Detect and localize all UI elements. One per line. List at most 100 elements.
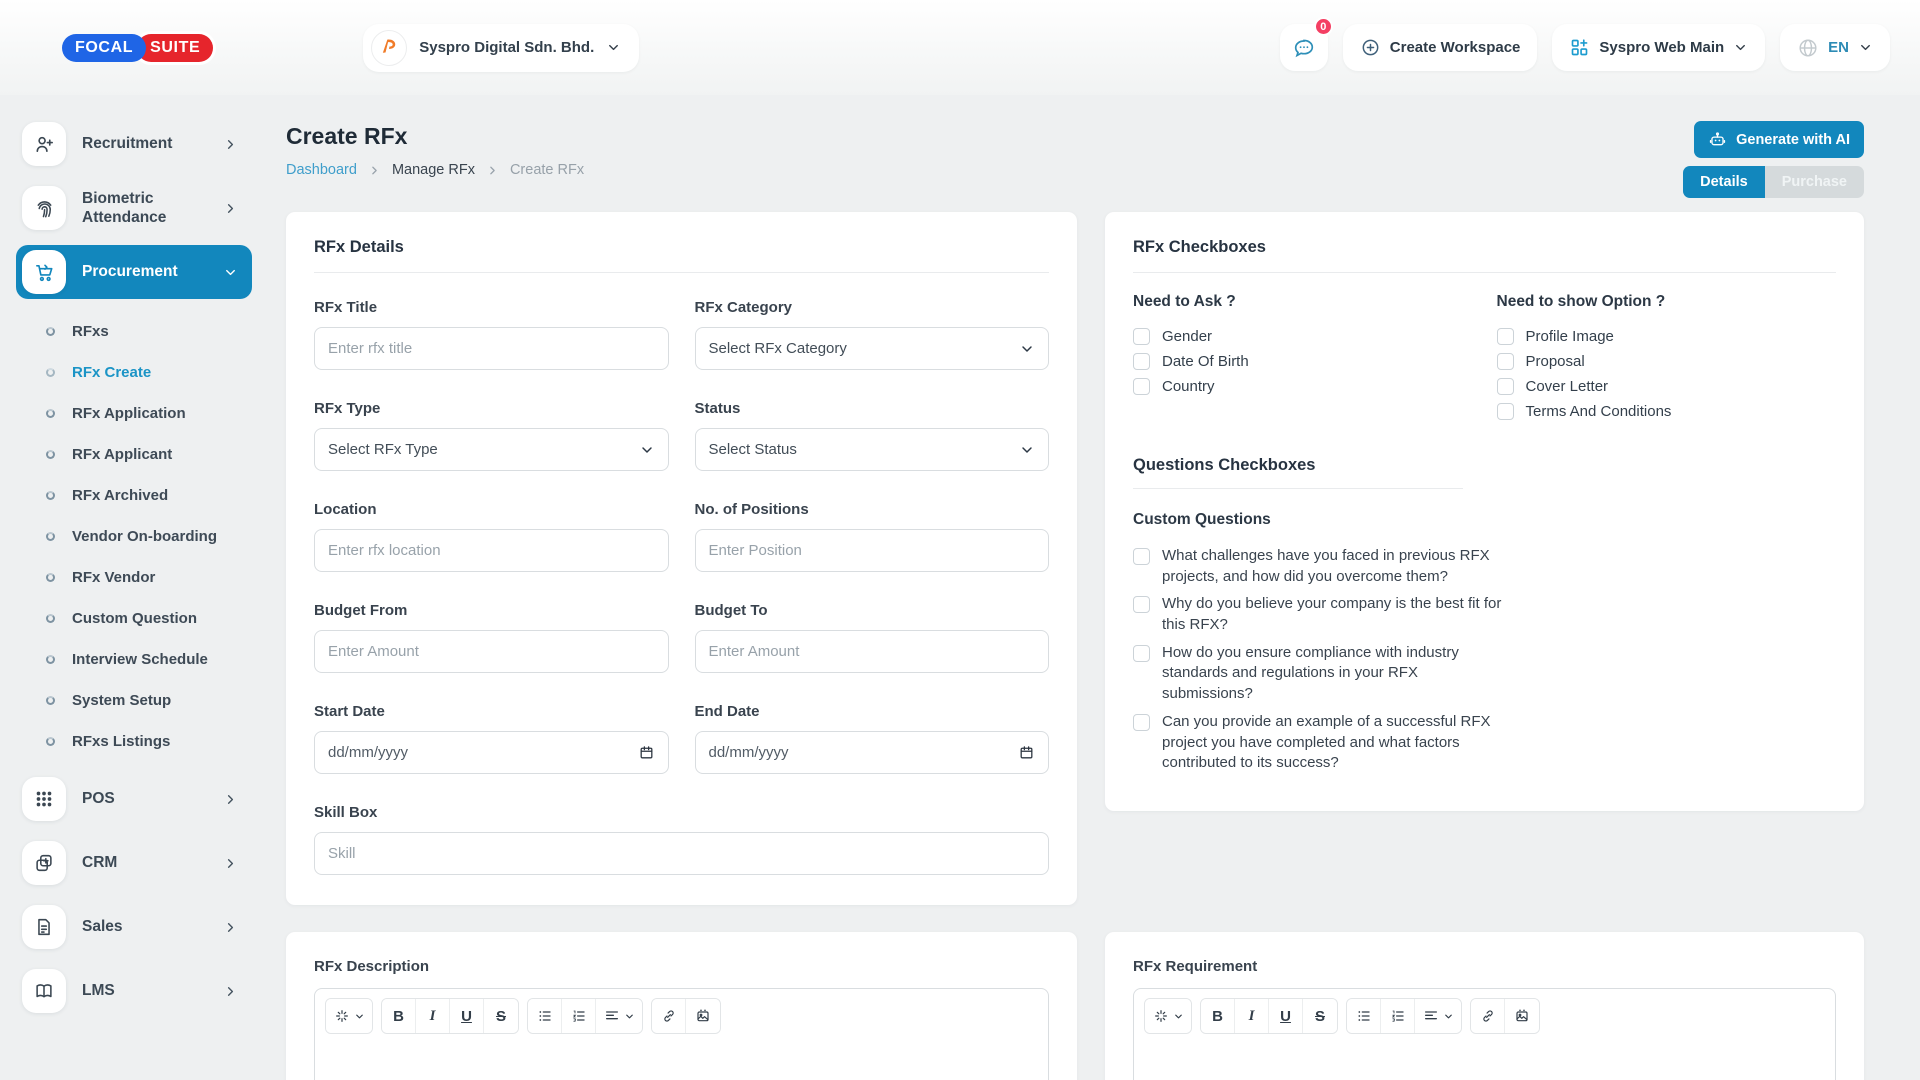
underline-button[interactable]: U — [1269, 999, 1303, 1033]
create-workspace-button[interactable]: Create Workspace — [1342, 24, 1538, 71]
link-button[interactable] — [1471, 999, 1505, 1033]
sidebar-item-rfx-archived[interactable]: RFx Archived — [16, 475, 252, 516]
checkbox[interactable] — [1133, 713, 1150, 731]
checkbox[interactable] — [1133, 644, 1150, 662]
magic-wand-dropdown-button[interactable] — [326, 999, 372, 1033]
checkbox[interactable] — [1496, 403, 1514, 420]
link-button[interactable] — [652, 999, 686, 1033]
positions-input[interactable] — [694, 529, 1049, 572]
sidebar-item-crm[interactable]: CRM — [16, 836, 252, 890]
ordered-list-button[interactable] — [562, 999, 596, 1033]
rfx-description-card: RFx Description B I U — [286, 932, 1077, 1080]
checkbox-profile-image[interactable]: Profile Image — [1496, 328, 1837, 345]
bullet-list-button[interactable] — [528, 999, 562, 1033]
checkbox-country[interactable]: Country — [1133, 378, 1473, 395]
image-button[interactable] — [1505, 999, 1539, 1033]
rfx-type-select[interactable]: Select RFx Type — [314, 428, 669, 471]
company-selector[interactable]: Syspro Digital Sdn. Bhd. — [363, 23, 640, 72]
sidebar-item-procurement[interactable]: Procurement — [16, 245, 252, 299]
sidebar-item-custom-question[interactable]: Custom Question — [16, 598, 252, 639]
checkbox[interactable] — [1496, 378, 1514, 395]
status-select[interactable]: Select Status — [694, 428, 1049, 471]
tab-purchase[interactable]: Purchase — [1764, 166, 1864, 198]
divider — [314, 272, 1049, 273]
sidebar-item-interview-schedule[interactable]: Interview Schedule — [16, 639, 252, 680]
sidebar-item-rfx-vendor[interactable]: RFx Vendor — [16, 557, 252, 598]
sidebar-item-pos[interactable]: POS — [16, 772, 252, 826]
breadcrumb-manage-rfx[interactable]: Manage RFx — [391, 162, 475, 178]
checkbox[interactable] — [1133, 596, 1150, 614]
italic-button[interactable]: I — [1235, 999, 1269, 1033]
sidebar-item-label: Sales — [82, 918, 123, 936]
bold-button[interactable]: B — [1201, 999, 1235, 1033]
budget-from-input[interactable] — [314, 630, 669, 673]
rfx-title-input[interactable] — [314, 327, 669, 370]
chevron-right-icon — [223, 984, 238, 999]
strikethrough-button[interactable]: S — [484, 999, 518, 1033]
rfx-category-select[interactable]: Select RFx Category — [694, 327, 1049, 370]
checkbox[interactable] — [1496, 353, 1514, 370]
italic-button[interactable]: I — [416, 999, 450, 1033]
align-dropdown-button[interactable] — [1415, 999, 1461, 1033]
sidebar-item-sales[interactable]: Sales — [16, 900, 252, 954]
checkbox-question-2[interactable]: Why do you believe your company is the b… — [1133, 594, 1511, 635]
checkbox-question-1[interactable]: What challenges have you faced in previo… — [1133, 546, 1511, 587]
checkbox[interactable] — [1496, 328, 1514, 345]
checkbox-gender[interactable]: Gender — [1133, 328, 1473, 345]
checkbox-date-of-birth[interactable]: Date Of Birth — [1133, 353, 1473, 370]
field-start-date: Start Date dd/mm/yyyy — [314, 703, 669, 774]
sidebar-item-rfx-application[interactable]: RFx Application — [16, 393, 252, 434]
topbar-actions: 0 Create Workspace Syspro Web Main EN — [1265, 17, 1890, 71]
rfx-requirement-editor[interactable]: B I U S — [1133, 988, 1836, 1080]
checkbox[interactable] — [1133, 378, 1150, 395]
field-label: End Date — [694, 703, 760, 720]
sidebar-item-rfxs[interactable]: RFxs — [16, 311, 252, 352]
cart-icon — [22, 250, 66, 294]
checkbox-cover-letter[interactable]: Cover Letter — [1496, 378, 1837, 395]
need-to-ask-group: Need to Ask ? Gender Date Of Birth Count… — [1133, 293, 1473, 428]
checkbox[interactable] — [1133, 353, 1150, 370]
checkbox-question-3[interactable]: How do you ensure compliance with indust… — [1133, 643, 1511, 705]
strikethrough-button[interactable]: S — [1303, 999, 1337, 1033]
generate-with-ai-button[interactable]: Generate with AI — [1694, 121, 1864, 158]
checkbox[interactable] — [1133, 548, 1150, 565]
budget-to-input[interactable] — [694, 630, 1049, 673]
field-label: Budget To — [694, 602, 768, 619]
app-logo[interactable]: FOCAL SUITE — [62, 33, 214, 62]
end-date-input[interactable]: dd/mm/yyyy — [694, 731, 1049, 774]
sidebar-item-system-setup[interactable]: System Setup — [16, 680, 252, 721]
checkbox-proposal[interactable]: Proposal — [1496, 353, 1837, 370]
bullet-list-button[interactable] — [1347, 999, 1381, 1033]
sidebar-item-biometric-attendance[interactable]: Biometric Attendance — [16, 181, 252, 235]
field-label: No. of Positions — [694, 501, 809, 518]
underline-button[interactable]: U — [450, 999, 484, 1033]
breadcrumb-dashboard[interactable]: Dashboard — [286, 162, 357, 178]
bold-button[interactable]: B — [382, 999, 416, 1033]
tab-details[interactable]: Details — [1683, 166, 1765, 198]
location-input[interactable] — [314, 529, 669, 572]
start-date-input[interactable]: dd/mm/yyyy — [314, 731, 669, 774]
sidebar-item-recruitment[interactable]: Recruitment — [16, 117, 252, 171]
align-dropdown-button[interactable] — [596, 999, 642, 1033]
questions-checkboxes-title: Questions Checkboxes — [1133, 456, 1316, 474]
calendar-icon[interactable] — [1018, 744, 1035, 761]
divider — [1133, 272, 1836, 273]
sidebar-item-rfxs-listings[interactable]: RFxs Listings — [16, 721, 252, 762]
image-button[interactable] — [686, 999, 720, 1033]
sidebar-item-rfx-create[interactable]: RFx Create — [16, 352, 252, 393]
workspace-selector[interactable]: Syspro Web Main — [1552, 24, 1766, 71]
sidebar-item-lms[interactable]: LMS — [16, 964, 252, 1018]
skill-input[interactable] — [314, 832, 1049, 875]
ordered-list-button[interactable] — [1381, 999, 1415, 1033]
sidebar-item-rfx-applicant[interactable]: RFx Applicant — [16, 434, 252, 475]
chat-button[interactable]: 0 — [1279, 17, 1333, 71]
rfx-description-editor[interactable]: B I U S — [314, 988, 1049, 1080]
chevron-down-icon — [639, 442, 655, 458]
checkbox-question-4[interactable]: Can you provide an example of a successf… — [1133, 712, 1511, 774]
calendar-icon[interactable] — [638, 744, 655, 761]
checkbox-terms-and-conditions[interactable]: Terms And Conditions — [1496, 403, 1837, 420]
checkbox[interactable] — [1133, 328, 1150, 345]
language-selector[interactable]: EN — [1780, 24, 1890, 71]
magic-wand-dropdown-button[interactable] — [1145, 999, 1191, 1033]
sidebar-item-vendor-onboarding[interactable]: Vendor On-boarding — [16, 516, 252, 557]
